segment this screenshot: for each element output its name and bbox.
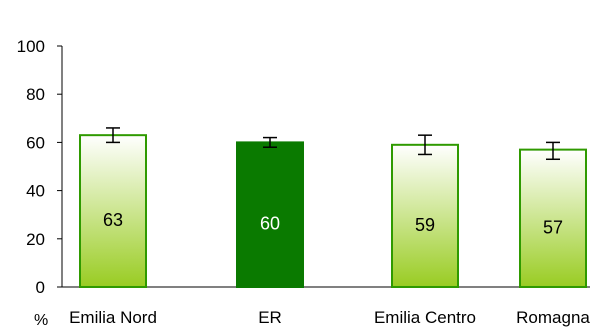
y-tick-label: 20 bbox=[26, 230, 45, 249]
y-tick-label: 100 bbox=[17, 37, 45, 56]
data-label: 60 bbox=[260, 214, 280, 234]
bar bbox=[391, 143, 459, 288]
bar bbox=[79, 134, 147, 288]
bars bbox=[79, 134, 587, 288]
data-label: 57 bbox=[543, 217, 563, 237]
y-tick-label: 40 bbox=[26, 182, 45, 201]
x-tick-label: Romagna bbox=[516, 308, 590, 327]
error-bars bbox=[106, 127, 560, 161]
y-tick-label: 60 bbox=[26, 133, 45, 152]
data-labels: 63 60 59 57 bbox=[103, 210, 563, 237]
x-tick-label: ER bbox=[258, 308, 282, 327]
bar bbox=[236, 141, 304, 288]
x-axis: Emilia Nord ER Emilia Centro Romagna bbox=[62, 286, 590, 327]
y-unit-label: % bbox=[34, 312, 48, 327]
y-axis: 0 20 40 60 80 100 bbox=[17, 37, 63, 297]
y-tick-label: 80 bbox=[26, 85, 45, 104]
x-tick-label: Emilia Centro bbox=[374, 308, 476, 327]
data-label: 59 bbox=[415, 215, 435, 235]
data-label: 63 bbox=[103, 210, 123, 230]
y-tick-label: 0 bbox=[36, 278, 45, 297]
x-tick-label: Emilia Nord bbox=[69, 308, 157, 327]
